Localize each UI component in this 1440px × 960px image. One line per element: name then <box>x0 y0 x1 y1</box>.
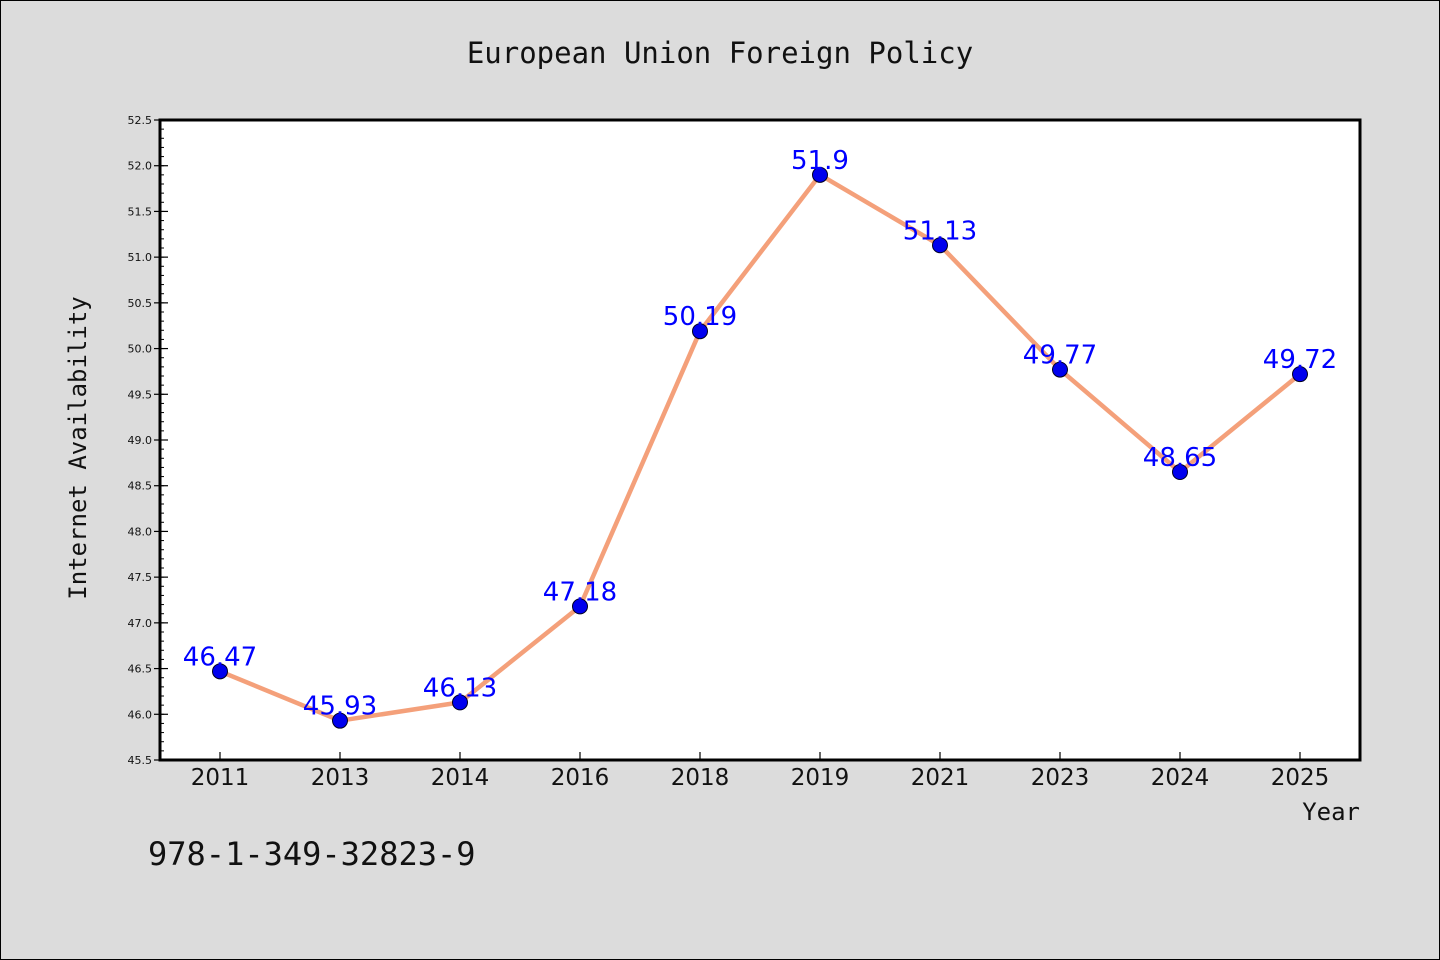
data-point <box>572 598 588 615</box>
y-axis-title: Internet Availability <box>64 296 92 599</box>
y-tick-label: 46.0 <box>128 708 153 721</box>
series-line <box>219 172 1302 723</box>
y-tick-label: 45.5 <box>128 754 153 767</box>
y-tick-label: 51.5 <box>128 205 153 218</box>
x-tick-label: 2025 <box>1271 765 1330 791</box>
y-tick-label: 47.0 <box>128 617 153 630</box>
data-label: 51.9 <box>791 146 849 176</box>
data-label: 47.18 <box>543 577 617 607</box>
x-tick-label: 2023 <box>1031 765 1090 791</box>
data-point <box>1172 464 1188 480</box>
data-label: 48.65 <box>1143 443 1217 473</box>
x-axis-title: Year <box>1302 798 1360 826</box>
y-tick-label: 49.5 <box>128 388 153 401</box>
y-tick-label: 47.5 <box>128 571 153 584</box>
x-tick-label: 2021 <box>911 765 970 791</box>
plot-area <box>158 118 1362 762</box>
series-markers <box>212 166 1308 729</box>
y-tick-label: 49.0 <box>128 434 153 447</box>
x-tick-label: 2018 <box>671 765 730 791</box>
x-tick-label: 2024 <box>1151 765 1210 791</box>
y-tick-label: 51.0 <box>128 251 153 264</box>
data-label: 46.13 <box>423 673 497 703</box>
chart-title: European Union Foreign Policy <box>467 36 973 70</box>
y-tick-label: 46.5 <box>128 663 153 676</box>
y-tick-label: 52.5 <box>128 114 153 127</box>
x-tick-label: 2016 <box>551 765 610 791</box>
data-point <box>692 323 708 340</box>
data-label: 49.77 <box>1023 341 1097 371</box>
data-point <box>332 712 348 729</box>
data-label: 49.72 <box>1263 345 1337 375</box>
x-tick-label: 2014 <box>431 765 490 791</box>
data-point <box>1292 366 1308 383</box>
data-point <box>932 237 948 254</box>
y-tick-label: 52.0 <box>128 160 153 173</box>
data-point <box>1052 361 1068 378</box>
x-tick-label: 2011 <box>191 765 250 791</box>
y-tick-label: 48.0 <box>128 525 153 538</box>
data-label: 51.13 <box>903 216 977 246</box>
y-axis: 45.5 46.0 46.5 47.0 47.5 48.0 48.5 49.0 49.5 50.0… <box>128 114 168 767</box>
x-tick-label: 2013 <box>311 765 370 791</box>
data-labels: 46.47 45.93 46.13 47.18 50.19 51.9 51.13 49.77 4… <box>183 146 1337 722</box>
x-axis: 2011 2013 2014 2016 2018 2019 2021 2023 2024 2025 <box>191 752 1330 791</box>
data-label: 50.19 <box>663 302 737 332</box>
y-tick-label: 48.5 <box>128 480 153 493</box>
data-point <box>212 663 228 680</box>
data-point <box>452 694 468 711</box>
isbn-text: 978-1-349-32823-9 <box>148 835 476 873</box>
y-tick-label: 50.5 <box>128 297 153 310</box>
data-label: 45.93 <box>303 692 377 722</box>
y-tick-label: 50.0 <box>128 343 153 356</box>
x-tick-label: 2019 <box>791 765 850 791</box>
data-point <box>812 166 828 183</box>
data-label: 46.47 <box>183 642 257 672</box>
